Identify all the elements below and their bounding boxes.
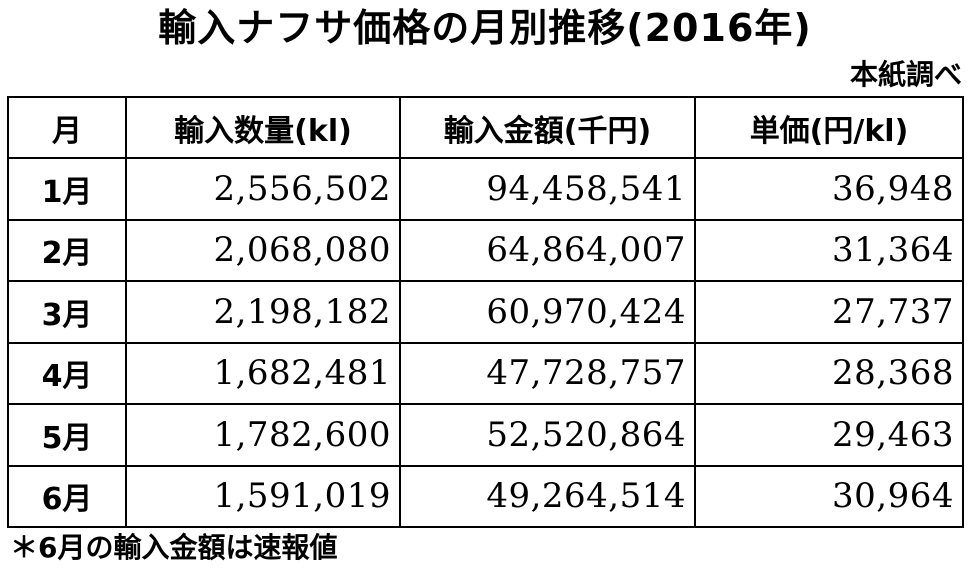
table-row: 2月 2,068,080 64,864,007 31,364 <box>7 218 964 282</box>
cell-volume: 2,556,502 <box>125 157 401 221</box>
cell-unit-price: 31,364 <box>694 218 964 282</box>
cell-volume: 1,782,600 <box>125 403 401 467</box>
cell-unit-price: 29,463 <box>694 403 964 467</box>
cell-month: 1月 <box>7 157 127 221</box>
cell-volume: 2,068,080 <box>125 218 401 282</box>
page-title: 輸入ナフサ価格の月別推移(2016年) <box>158 6 812 50</box>
table-header-row: 月 輸入数量(kl) 輸入金額(千円) 単価(円/kl) <box>7 96 964 159</box>
cell-month: 3月 <box>7 280 127 344</box>
cell-month: 2月 <box>7 218 127 282</box>
table-row: 5月 1,782,600 52,520,864 29,463 <box>7 403 964 467</box>
cell-unit-price: 30,964 <box>694 464 964 528</box>
cell-amount: 94,458,541 <box>399 157 696 221</box>
table-row: 3月 2,198,182 60,970,424 27,737 <box>7 280 964 344</box>
cell-volume: 1,591,019 <box>125 464 401 528</box>
header-volume: 輸入数量(kl) <box>125 96 401 159</box>
cell-volume: 2,198,182 <box>125 280 401 344</box>
cell-volume: 1,682,481 <box>125 341 401 405</box>
source-label: 本紙調べ <box>849 58 962 91</box>
header-month: 月 <box>7 96 127 159</box>
cell-amount: 64,864,007 <box>399 218 696 282</box>
cell-month: 6月 <box>7 464 127 528</box>
header-unit-price: 単価(円/kl) <box>694 96 964 159</box>
cell-amount: 52,520,864 <box>399 403 696 467</box>
table-row: 1月 2,556,502 94,458,541 36,948 <box>7 157 964 221</box>
cell-unit-price: 27,737 <box>694 280 964 344</box>
table-row: 4月 1,682,481 47,728,757 28,368 <box>7 341 964 405</box>
naphtha-price-table: 月 輸入数量(kl) 輸入金額(千円) 単価(円/kl) 1月 2,556,50… <box>7 96 964 528</box>
footnote: ＊6月の輸入金額は速報値 <box>10 531 338 564</box>
cell-unit-price: 28,368 <box>694 341 964 405</box>
header-amount: 輸入金額(千円) <box>399 96 696 159</box>
cell-amount: 60,970,424 <box>399 280 696 344</box>
cell-month: 4月 <box>7 341 127 405</box>
cell-amount: 49,264,514 <box>399 464 696 528</box>
cell-amount: 47,728,757 <box>399 341 696 405</box>
table-row: 6月 1,591,019 49,264,514 30,964 <box>7 464 964 528</box>
cell-month: 5月 <box>7 403 127 467</box>
cell-unit-price: 36,948 <box>694 157 964 221</box>
